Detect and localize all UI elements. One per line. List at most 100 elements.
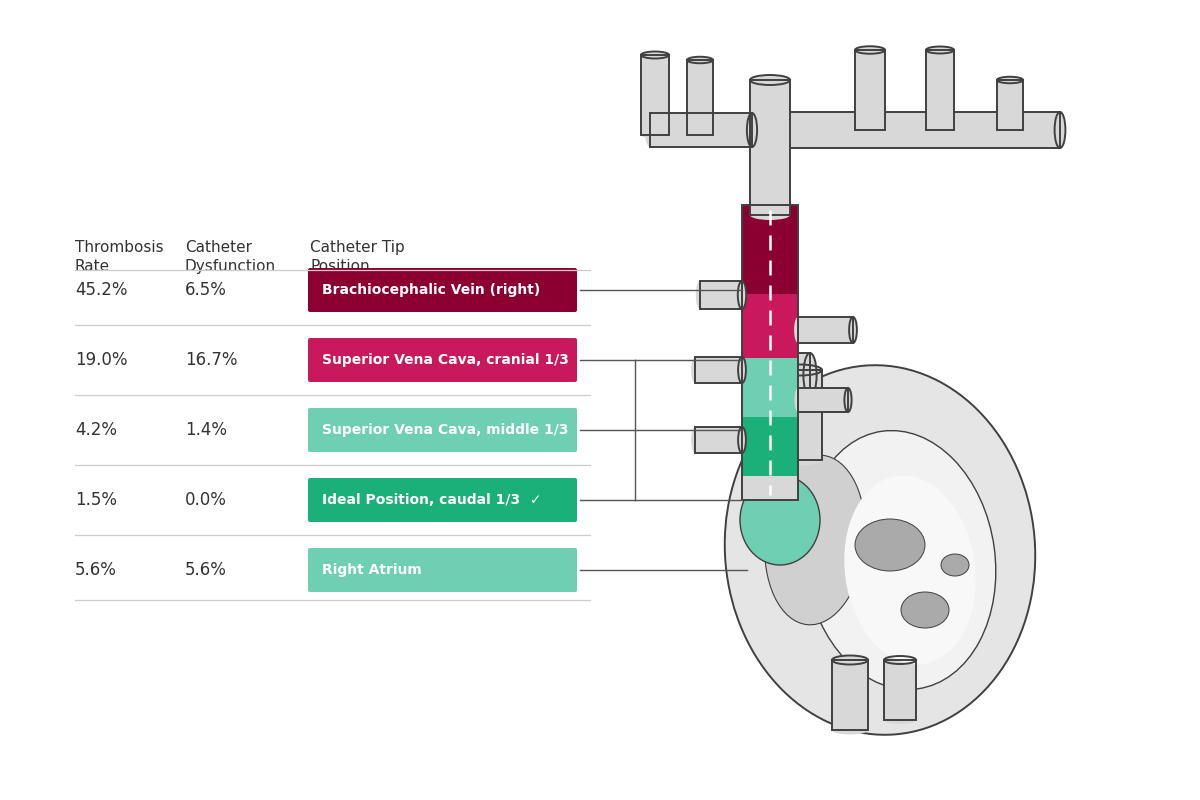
- Text: Catheter Tip
Position: Catheter Tip Position: [310, 240, 404, 274]
- Ellipse shape: [997, 77, 1022, 83]
- Bar: [742, 418, 798, 477]
- Ellipse shape: [686, 132, 713, 138]
- Bar: [854, 50, 886, 130]
- Ellipse shape: [774, 353, 787, 397]
- Ellipse shape: [926, 126, 954, 134]
- Bar: [686, 60, 713, 135]
- Ellipse shape: [884, 716, 916, 724]
- Bar: [742, 358, 798, 418]
- FancyBboxPatch shape: [308, 268, 577, 312]
- Ellipse shape: [832, 726, 868, 734]
- Ellipse shape: [804, 353, 817, 397]
- Ellipse shape: [738, 427, 746, 453]
- Ellipse shape: [725, 366, 1036, 734]
- Ellipse shape: [782, 112, 793, 148]
- Text: 1.5%: 1.5%: [74, 491, 118, 509]
- Bar: [695, 357, 742, 383]
- Bar: [686, 60, 713, 135]
- Bar: [778, 370, 822, 460]
- Bar: [650, 113, 752, 147]
- Bar: [780, 353, 810, 397]
- FancyBboxPatch shape: [308, 548, 577, 592]
- Text: 45.2%: 45.2%: [74, 281, 127, 299]
- Text: 5.6%: 5.6%: [185, 561, 227, 579]
- Ellipse shape: [901, 592, 949, 628]
- Text: Right Atrium: Right Atrium: [322, 563, 421, 577]
- Ellipse shape: [740, 475, 820, 565]
- Ellipse shape: [1055, 112, 1066, 148]
- Bar: [641, 55, 670, 135]
- Text: 4.2%: 4.2%: [74, 421, 118, 439]
- Text: 1.4%: 1.4%: [185, 421, 227, 439]
- Bar: [700, 281, 742, 309]
- Text: 5.6%: 5.6%: [74, 561, 116, 579]
- Bar: [780, 353, 810, 397]
- Ellipse shape: [854, 519, 925, 571]
- Bar: [695, 427, 742, 453]
- Ellipse shape: [850, 317, 857, 343]
- Bar: [700, 281, 742, 309]
- Bar: [742, 205, 798, 294]
- Bar: [926, 50, 954, 130]
- Ellipse shape: [686, 57, 713, 63]
- Bar: [750, 80, 790, 215]
- Bar: [884, 660, 916, 720]
- Bar: [778, 370, 822, 460]
- Text: Brachiocephalic Vein (right): Brachiocephalic Vein (right): [322, 283, 540, 297]
- Ellipse shape: [696, 281, 704, 309]
- Text: Thrombosis
Rate: Thrombosis Rate: [74, 240, 163, 274]
- Bar: [997, 80, 1022, 130]
- Bar: [788, 112, 1060, 148]
- Bar: [926, 50, 954, 130]
- Bar: [695, 427, 742, 453]
- Ellipse shape: [641, 51, 670, 58]
- Ellipse shape: [794, 317, 802, 343]
- Ellipse shape: [691, 427, 698, 453]
- Ellipse shape: [778, 454, 822, 466]
- Bar: [742, 205, 798, 500]
- Ellipse shape: [746, 113, 757, 147]
- Ellipse shape: [845, 475, 976, 665]
- Ellipse shape: [926, 46, 954, 54]
- Bar: [798, 317, 853, 343]
- Ellipse shape: [778, 365, 822, 375]
- Ellipse shape: [854, 46, 886, 54]
- Ellipse shape: [941, 554, 970, 576]
- Bar: [798, 388, 848, 412]
- Ellipse shape: [750, 210, 790, 220]
- Text: Superior Vena Cava, middle 1/3: Superior Vena Cava, middle 1/3: [322, 423, 569, 437]
- Bar: [854, 50, 886, 130]
- Ellipse shape: [641, 131, 670, 138]
- Bar: [832, 660, 868, 730]
- Text: 6.5%: 6.5%: [185, 281, 227, 299]
- Ellipse shape: [997, 126, 1022, 134]
- Ellipse shape: [794, 388, 802, 412]
- Ellipse shape: [691, 357, 698, 383]
- Bar: [742, 294, 798, 358]
- Bar: [750, 80, 790, 215]
- FancyBboxPatch shape: [308, 338, 577, 382]
- Text: 16.7%: 16.7%: [185, 351, 238, 369]
- Bar: [650, 113, 752, 147]
- Ellipse shape: [738, 357, 746, 383]
- Text: Superior Vena Cava, cranial 1/3: Superior Vena Cava, cranial 1/3: [322, 353, 569, 367]
- Ellipse shape: [750, 75, 790, 85]
- Text: 19.0%: 19.0%: [74, 351, 127, 369]
- Bar: [798, 317, 853, 343]
- Bar: [832, 660, 868, 730]
- Ellipse shape: [845, 388, 852, 412]
- Bar: [742, 205, 798, 500]
- Bar: [641, 55, 670, 135]
- Ellipse shape: [854, 126, 886, 134]
- Text: Catheter
Dysfunction: Catheter Dysfunction: [185, 240, 276, 274]
- FancyBboxPatch shape: [308, 408, 577, 452]
- Ellipse shape: [644, 113, 655, 147]
- Ellipse shape: [832, 655, 868, 665]
- Ellipse shape: [738, 281, 746, 309]
- Ellipse shape: [884, 656, 916, 664]
- Ellipse shape: [764, 455, 865, 625]
- Bar: [884, 660, 916, 720]
- FancyBboxPatch shape: [308, 478, 577, 522]
- Text: Ideal Position, caudal 1/3  ✓: Ideal Position, caudal 1/3 ✓: [322, 493, 541, 507]
- Bar: [798, 388, 848, 412]
